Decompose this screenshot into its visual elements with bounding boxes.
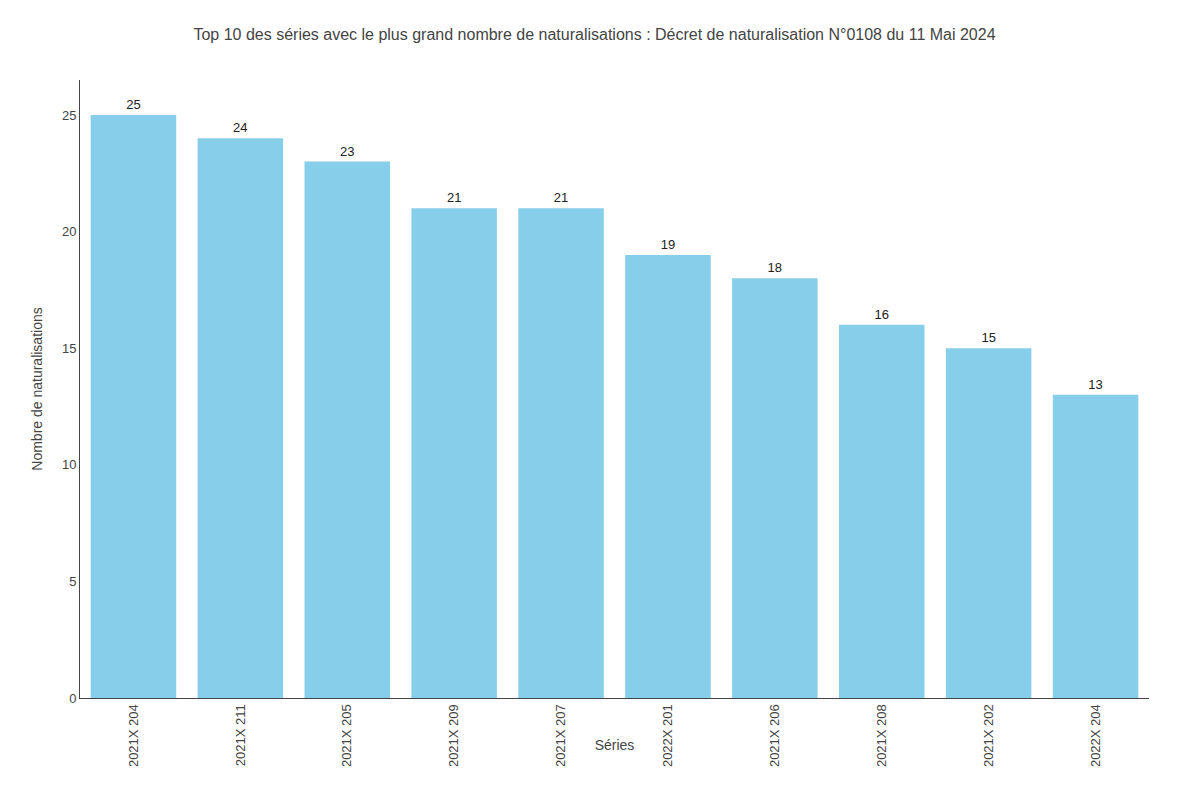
svg-text:2021X 202: 2021X 202	[981, 704, 996, 767]
svg-text:2021X 208: 2021X 208	[874, 704, 889, 767]
svg-text:20: 20	[62, 224, 76, 239]
svg-text:Nombre de naturalisations: Nombre de naturalisations	[29, 307, 45, 470]
svg-text:18: 18	[768, 260, 782, 275]
svg-text:21: 21	[447, 190, 461, 205]
svg-text:15: 15	[981, 330, 995, 345]
svg-text:2021X 207: 2021X 207	[553, 704, 568, 767]
svg-text:2021X 204: 2021X 204	[126, 704, 141, 767]
svg-text:19: 19	[661, 237, 675, 252]
svg-text:2021X 211: 2021X 211	[233, 704, 248, 766]
svg-text:Séries: Séries	[595, 737, 635, 753]
svg-text:2021X 206: 2021X 206	[767, 704, 782, 767]
svg-text:25: 25	[62, 108, 76, 123]
svg-text:Top 10 des séries avec le plus: Top 10 des séries avec le plus grand nom…	[193, 26, 995, 43]
svg-text:0: 0	[69, 691, 76, 706]
svg-text:13: 13	[1088, 377, 1102, 392]
svg-text:24: 24	[233, 120, 247, 135]
svg-text:23: 23	[340, 144, 354, 159]
svg-text:5: 5	[69, 574, 76, 589]
svg-text:10: 10	[62, 457, 76, 472]
svg-text:25: 25	[126, 97, 140, 112]
svg-text:2022X 201: 2022X 201	[660, 704, 675, 767]
svg-text:2021X 209: 2021X 209	[446, 704, 461, 767]
svg-text:2021X 205: 2021X 205	[339, 704, 354, 767]
svg-text:15: 15	[62, 341, 76, 356]
svg-text:2022X 204: 2022X 204	[1088, 704, 1103, 767]
svg-text:21: 21	[554, 190, 568, 205]
svg-text:16: 16	[875, 307, 889, 322]
